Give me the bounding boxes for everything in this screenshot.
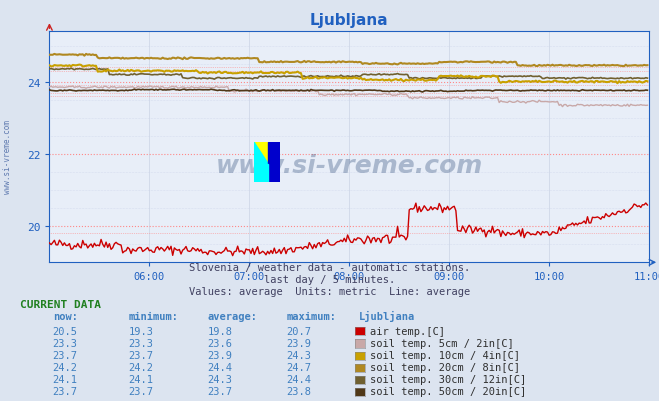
Text: 20.7: 20.7	[287, 326, 312, 336]
Text: 24.1: 24.1	[129, 374, 154, 384]
Text: 19.8: 19.8	[208, 326, 233, 336]
Text: Values: average  Units: metric  Line: average: Values: average Units: metric Line: aver…	[189, 287, 470, 297]
Text: 24.3: 24.3	[287, 350, 312, 360]
Polygon shape	[254, 142, 268, 164]
Text: 23.8: 23.8	[287, 386, 312, 396]
Text: 24.4: 24.4	[208, 362, 233, 372]
Text: 20.5: 20.5	[53, 326, 78, 336]
Text: 24.2: 24.2	[129, 362, 154, 372]
Text: soil temp. 5cm / 2in[C]: soil temp. 5cm / 2in[C]	[370, 338, 514, 348]
Text: Ljubljana: Ljubljana	[359, 311, 415, 322]
Text: 24.1: 24.1	[53, 374, 78, 384]
Polygon shape	[254, 164, 268, 182]
Text: 23.9: 23.9	[208, 350, 233, 360]
Text: 24.4: 24.4	[287, 374, 312, 384]
Text: 24.3: 24.3	[208, 374, 233, 384]
Text: 19.3: 19.3	[129, 326, 154, 336]
Text: 23.3: 23.3	[129, 338, 154, 348]
Text: 23.7: 23.7	[129, 350, 154, 360]
Text: 23.6: 23.6	[208, 338, 233, 348]
Text: 24.7: 24.7	[287, 362, 312, 372]
Text: 23.7: 23.7	[53, 350, 78, 360]
Title: Ljubljana: Ljubljana	[310, 13, 389, 28]
Text: soil temp. 30cm / 12in[C]: soil temp. 30cm / 12in[C]	[370, 374, 527, 384]
Text: CURRENT DATA: CURRENT DATA	[20, 299, 101, 309]
Text: www.si-vreme.com: www.si-vreme.com	[215, 154, 483, 178]
Polygon shape	[268, 142, 280, 182]
Text: soil temp. 10cm / 4in[C]: soil temp. 10cm / 4in[C]	[370, 350, 521, 360]
Text: 23.9: 23.9	[287, 338, 312, 348]
Text: 23.7: 23.7	[129, 386, 154, 396]
Text: Slovenia / weather data - automatic stations.: Slovenia / weather data - automatic stat…	[189, 263, 470, 273]
Text: air temp.[C]: air temp.[C]	[370, 326, 445, 336]
Text: average:: average:	[208, 312, 258, 322]
Text: www.si-vreme.com: www.si-vreme.com	[3, 119, 13, 193]
Text: soil temp. 50cm / 20in[C]: soil temp. 50cm / 20in[C]	[370, 386, 527, 396]
Text: now:: now:	[53, 312, 78, 322]
Text: last day / 5 minutes.: last day / 5 minutes.	[264, 275, 395, 285]
Text: 23.3: 23.3	[53, 338, 78, 348]
Text: minimum:: minimum:	[129, 312, 179, 322]
Polygon shape	[254, 142, 268, 164]
Text: soil temp. 20cm / 8in[C]: soil temp. 20cm / 8in[C]	[370, 362, 521, 372]
Text: maximum:: maximum:	[287, 312, 337, 322]
Text: 24.2: 24.2	[53, 362, 78, 372]
Text: 23.7: 23.7	[53, 386, 78, 396]
Text: 23.7: 23.7	[208, 386, 233, 396]
